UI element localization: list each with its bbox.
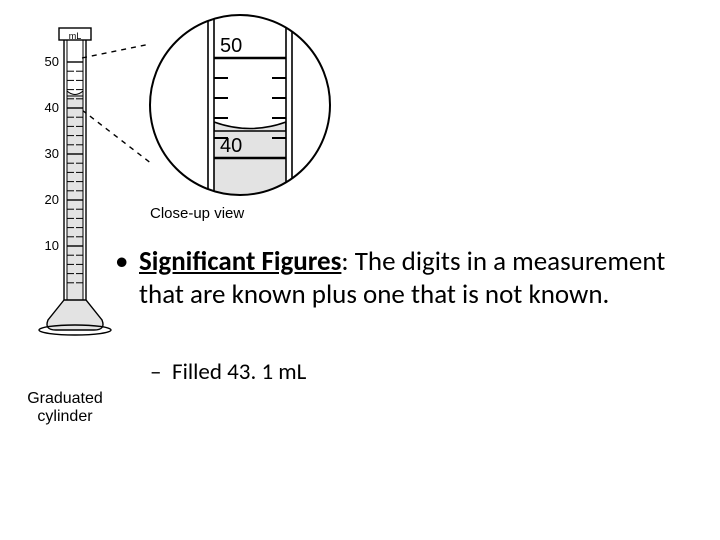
- svg-text:10: 10: [45, 238, 59, 253]
- sub-bullet: –Filled 43. 1 mL: [150, 358, 306, 386]
- svg-text:50: 50: [45, 54, 59, 69]
- svg-text:40: 40: [45, 100, 59, 115]
- definition-bullet: •Significant Figures: The digits in a me…: [115, 246, 705, 312]
- cylinder-svg: mL 50 40 30 20 10: [24, 10, 114, 370]
- closeup-caption: Close-up view: [150, 205, 244, 222]
- sub-bullet-text: Filled 43. 1 mL: [172, 358, 306, 386]
- svg-text:mL: mL: [69, 31, 82, 41]
- graduated-cylinder: mL 50 40 30 20 10: [24, 10, 114, 390]
- bullet-dot-icon: •: [115, 246, 139, 279]
- svg-text:50: 50: [220, 35, 242, 57]
- svg-text:20: 20: [45, 192, 59, 207]
- term: Significant Figures: [139, 245, 341, 278]
- dash-icon: –: [150, 358, 172, 386]
- cylinder-caption: Graduatedcylinder: [10, 390, 120, 427]
- closeup-view: 5040: [140, 10, 340, 220]
- closeup-svg: 5040: [140, 10, 340, 210]
- svg-text:30: 30: [45, 146, 59, 161]
